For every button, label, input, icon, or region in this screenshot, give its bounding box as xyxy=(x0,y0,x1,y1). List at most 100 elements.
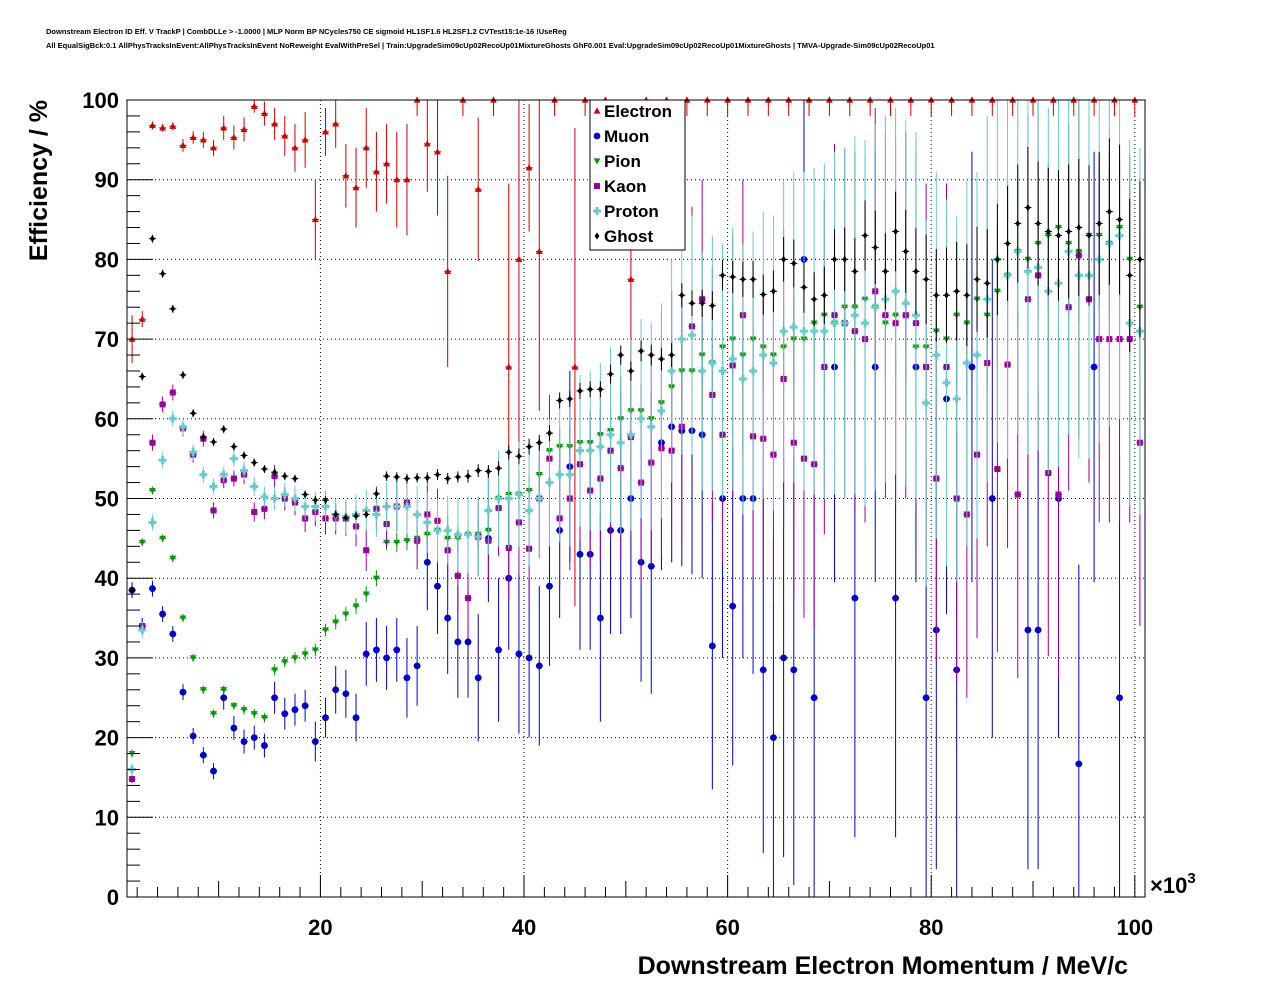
data-point xyxy=(190,409,196,417)
data-point xyxy=(210,767,217,775)
legend-label-electron: Electron xyxy=(604,102,672,121)
data-point xyxy=(740,275,746,283)
data-point xyxy=(862,231,868,240)
data-point xyxy=(1025,203,1031,212)
title-line-2: All EqualSigBck:0.1 AllPhysTracksInEvent… xyxy=(46,41,935,50)
data-point xyxy=(301,136,309,143)
data-point xyxy=(659,355,664,363)
data-point xyxy=(699,299,705,307)
data-point xyxy=(547,429,552,437)
data-point xyxy=(413,662,421,670)
data-point xyxy=(535,494,544,503)
data-point xyxy=(159,535,167,542)
data-point xyxy=(1014,491,1021,498)
x-tick-label: 40 xyxy=(512,915,536,940)
legend: Electron Muon Pion Kaon Proton Ghost xyxy=(589,99,686,251)
data-point xyxy=(988,495,996,502)
data-point xyxy=(444,614,452,622)
data-point xyxy=(1015,219,1021,228)
data-point xyxy=(311,647,319,654)
data-point xyxy=(139,372,145,381)
data-point xyxy=(342,690,350,698)
data-point xyxy=(557,396,563,405)
data-point xyxy=(974,275,980,283)
data-point xyxy=(760,290,766,299)
data-point xyxy=(709,302,715,310)
y-tick-label: 70 xyxy=(95,327,119,352)
data-point xyxy=(311,215,319,223)
data-point xyxy=(230,133,238,141)
data-point xyxy=(1066,227,1072,236)
data-point xyxy=(1035,219,1041,228)
data-point xyxy=(515,650,523,658)
y-tick-label: 50 xyxy=(95,487,119,512)
x-tick-label: 20 xyxy=(308,915,332,940)
y-tick-label: 20 xyxy=(95,726,119,751)
data-point xyxy=(169,122,177,129)
data-point xyxy=(933,291,939,299)
data-point xyxy=(555,470,564,479)
data-point xyxy=(465,472,471,480)
data-point xyxy=(1117,215,1122,224)
data-point xyxy=(759,666,767,674)
data-point xyxy=(852,267,858,275)
data-point xyxy=(230,703,238,710)
title-line-1: Downstream Electron ID Eff. V TrackP | C… xyxy=(46,27,567,36)
data-point xyxy=(648,351,654,359)
data-point xyxy=(454,572,461,579)
series-ghost xyxy=(128,138,1144,595)
data-point xyxy=(170,305,176,313)
data-point xyxy=(281,659,289,666)
data-point xyxy=(850,311,859,320)
data-point xyxy=(546,582,553,590)
data-point xyxy=(332,686,340,694)
data-point xyxy=(596,442,605,451)
y-tick-label: 80 xyxy=(95,247,119,272)
data-point xyxy=(272,468,278,476)
data-point xyxy=(994,466,1001,473)
data-point xyxy=(729,602,737,610)
grid-lines xyxy=(127,100,1145,897)
data-point xyxy=(322,714,329,722)
data-point xyxy=(771,287,776,295)
data-point xyxy=(301,502,310,511)
data-point xyxy=(413,510,422,519)
x-axis-label: Downstream Electron Momentum / MeV/c xyxy=(638,952,1128,980)
data-point xyxy=(820,327,829,336)
data-point xyxy=(455,473,461,481)
data-point xyxy=(913,267,919,275)
data-point xyxy=(1034,626,1042,634)
data-point xyxy=(374,490,379,498)
data-point xyxy=(485,467,491,476)
data-point xyxy=(1075,760,1083,768)
data-point xyxy=(281,132,289,139)
data-point xyxy=(525,164,533,171)
data-point xyxy=(720,271,725,279)
data-point xyxy=(718,366,727,375)
data-point xyxy=(292,474,298,483)
data-point xyxy=(372,510,381,519)
data-point xyxy=(1005,239,1010,248)
data-point xyxy=(1090,363,1098,371)
data-point xyxy=(149,439,156,446)
data-point xyxy=(1086,231,1092,240)
data-point xyxy=(230,475,237,482)
data-point xyxy=(352,184,360,191)
data-point xyxy=(769,359,778,368)
data-point xyxy=(403,176,411,183)
y-axis-label: Efficiency / % xyxy=(25,100,53,261)
data-point xyxy=(789,323,798,332)
data-point xyxy=(637,414,646,423)
data-point xyxy=(220,687,228,694)
data-point xyxy=(923,275,929,283)
data-point xyxy=(494,494,503,503)
data-point xyxy=(708,642,716,650)
data-point xyxy=(687,331,696,340)
data-point xyxy=(495,646,502,654)
data-point xyxy=(189,732,197,740)
data-point xyxy=(352,714,360,722)
data-point xyxy=(577,387,583,395)
data-point xyxy=(516,452,522,460)
data-point xyxy=(251,459,257,467)
data-point xyxy=(384,472,389,480)
